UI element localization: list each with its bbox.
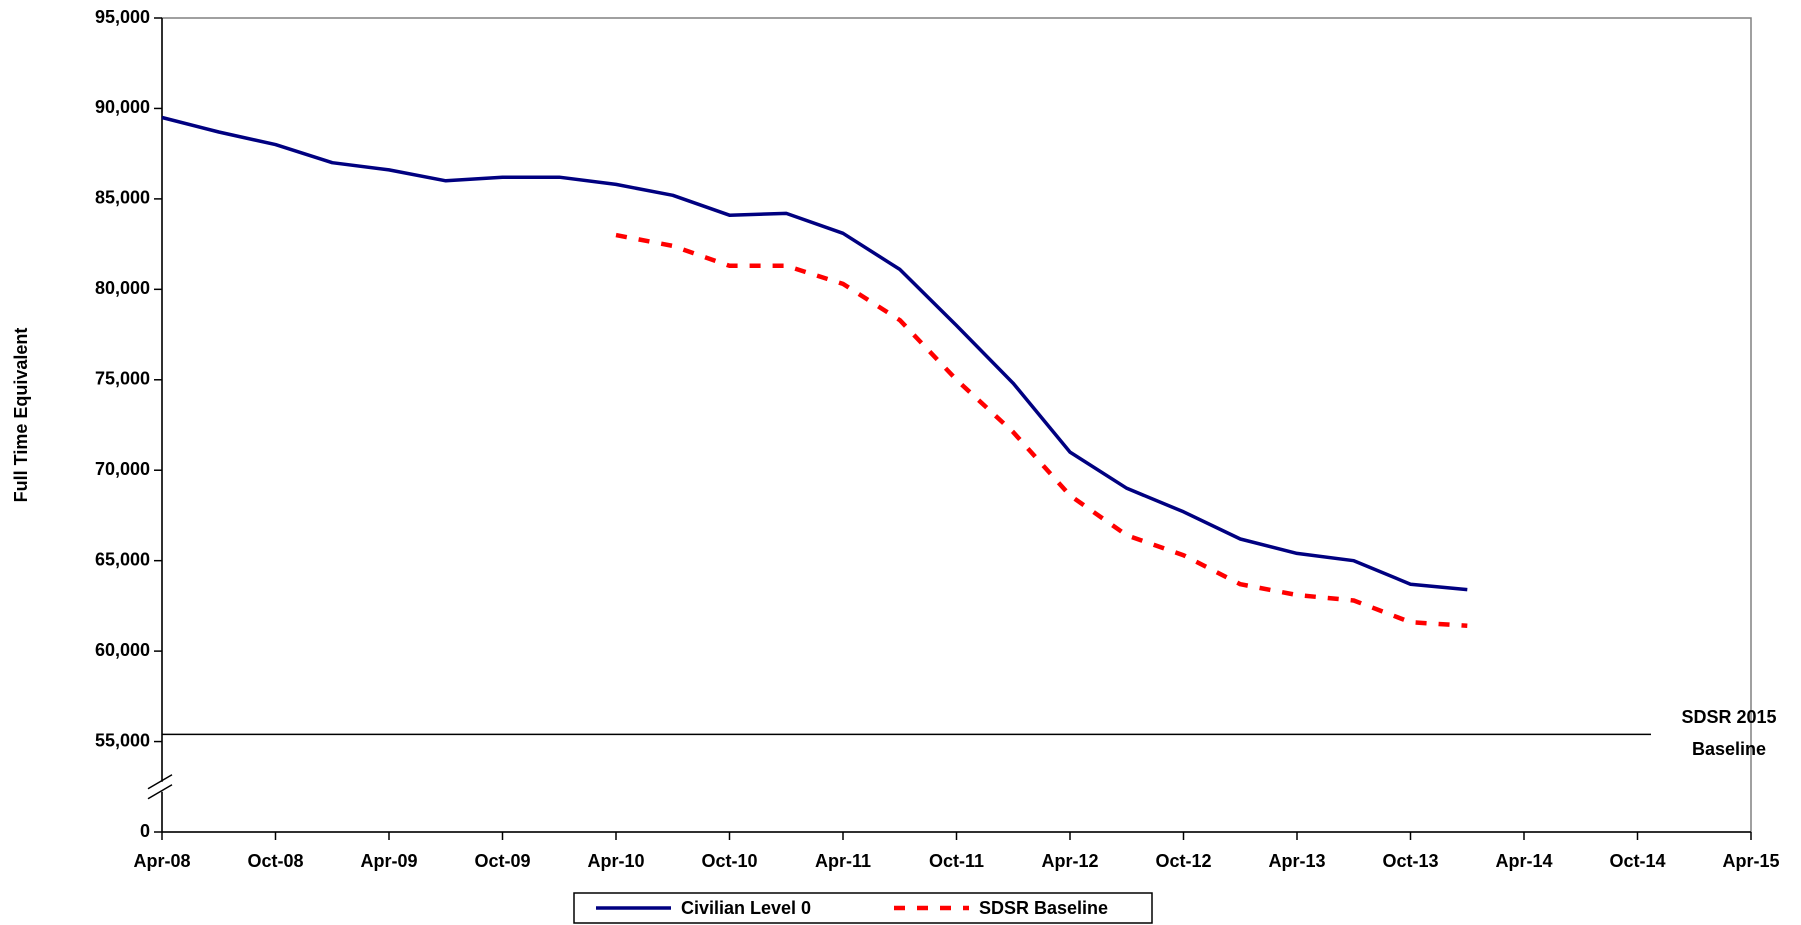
y-tick-label: 70,000: [95, 459, 150, 479]
x-tick-label: Apr-10: [587, 851, 644, 871]
legend-label: Civilian Level 0: [681, 898, 811, 918]
x-tick-label: Oct-08: [247, 851, 303, 871]
reference-label: Baseline: [1692, 739, 1766, 759]
x-tick-label: Oct-10: [701, 851, 757, 871]
x-tick-label: Oct-11: [929, 851, 984, 871]
y-tick-label: 0: [140, 821, 150, 841]
series-line: [161, 115, 1468, 592]
y-tick-label: 80,000: [95, 278, 150, 298]
axis-break: [147, 774, 173, 790]
x-tick-label: Apr-11: [815, 851, 871, 871]
y-tick-label: 65,000: [95, 549, 150, 569]
y-tick-label: 95,000: [95, 7, 150, 27]
x-tick-label: Apr-08: [133, 851, 190, 871]
series-line: [615, 232, 1468, 629]
x-tick-label: Oct-13: [1382, 851, 1438, 871]
y-axis-title: Full Time Equivalent: [11, 328, 31, 503]
x-tick-label: Oct-09: [474, 851, 530, 871]
y-tick-label: 75,000: [95, 369, 150, 389]
y-tick-label: 90,000: [95, 97, 150, 117]
legend-label: SDSR Baseline: [979, 898, 1108, 918]
reference-label: SDSR 2015: [1681, 707, 1776, 727]
axis-break: [147, 784, 173, 800]
x-tick-label: Apr-13: [1268, 851, 1325, 871]
x-tick-label: Apr-15: [1722, 851, 1779, 871]
x-tick-label: Apr-14: [1495, 851, 1552, 871]
y-tick-label: 85,000: [95, 188, 150, 208]
y-tick-label: 60,000: [95, 640, 150, 660]
x-tick-label: Apr-12: [1041, 851, 1098, 871]
axis-break-gap: [156, 781, 168, 792]
y-tick-label: 55,000: [95, 730, 150, 750]
x-tick-label: Apr-09: [360, 851, 417, 871]
x-tick-label: Oct-12: [1155, 851, 1211, 871]
x-tick-label: Oct-14: [1609, 851, 1665, 871]
